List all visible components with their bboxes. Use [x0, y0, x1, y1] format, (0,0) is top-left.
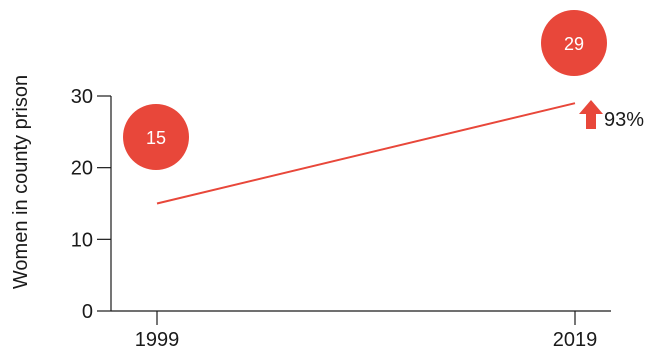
y-tick-label: 0 [82, 301, 93, 323]
end-value-label: 29 [564, 34, 584, 54]
x-tick-label: 2019 [553, 329, 598, 351]
y-ticks: 0 10 20 30 [71, 86, 111, 323]
series-group [156, 102, 576, 205]
y-axis-title: Women in county prison [10, 75, 32, 289]
y-tick-label: 30 [71, 86, 93, 108]
percent-change-label: 93% [604, 109, 644, 131]
series-line [156, 102, 576, 205]
annotations: 15 29 93% [123, 10, 644, 170]
y-tick-label: 20 [71, 158, 93, 180]
x-tick-label: 1999 [135, 329, 180, 351]
start-value-label: 15 [146, 128, 166, 148]
end-value-bubble [541, 10, 607, 76]
x-ticks: 1999 2019 [135, 311, 598, 351]
up-arrow-icon [579, 100, 603, 129]
y-tick-label: 10 [71, 229, 93, 251]
axes [110, 96, 611, 312]
start-value-bubble [123, 104, 189, 170]
